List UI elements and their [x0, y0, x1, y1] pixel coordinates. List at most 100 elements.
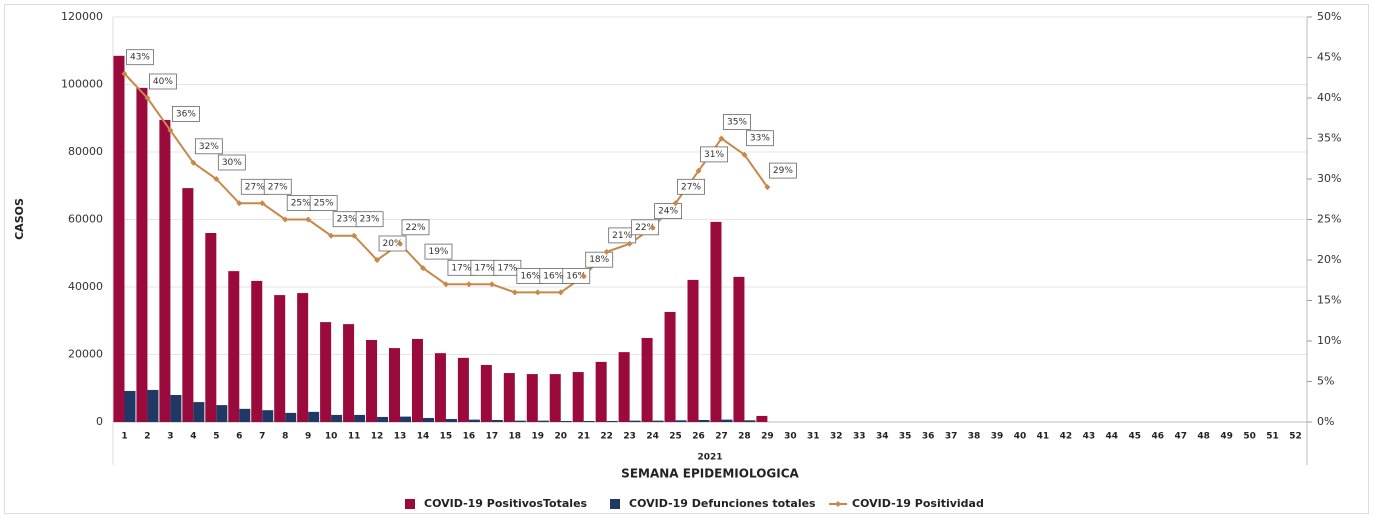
line-marker — [465, 281, 472, 288]
bar — [595, 361, 607, 422]
x-tick-label: 21 — [577, 432, 590, 442]
x-tick-label: 47 — [1174, 432, 1187, 442]
x-tick-label: 32 — [830, 432, 843, 442]
data-label-box — [493, 259, 522, 276]
data-label: 24% — [658, 207, 678, 217]
bar — [434, 353, 446, 422]
y-tick-label: 0 — [96, 415, 103, 428]
x-tick-label: 14 — [417, 432, 430, 442]
x-tick-label: 33 — [853, 432, 866, 442]
bar — [526, 374, 538, 422]
bar — [308, 411, 320, 422]
bar — [687, 279, 699, 422]
data-label: 40% — [153, 77, 173, 87]
data-label-box — [585, 251, 614, 268]
bar — [159, 119, 171, 422]
line-marker — [741, 151, 748, 158]
data-label-box — [309, 195, 338, 211]
bar — [354, 414, 366, 422]
x-tick-label: 20 — [554, 432, 567, 442]
line-marker — [603, 248, 610, 255]
x-tick-label: 13 — [394, 432, 407, 442]
y2-tick-label: 35% — [1317, 132, 1341, 145]
line-marker — [213, 176, 220, 182]
data-label: 23% — [360, 215, 380, 225]
line-marker — [557, 289, 564, 296]
bar — [170, 395, 182, 422]
x-tick-label: 7 — [259, 432, 265, 442]
bar — [388, 348, 401, 422]
data-label: 30% — [222, 158, 242, 168]
x-tick-label: 2 — [144, 432, 150, 442]
bar — [411, 338, 423, 422]
bar — [400, 416, 412, 422]
line-marker — [580, 273, 587, 280]
x-tick-label: 42 — [1060, 432, 1073, 442]
bar — [262, 410, 274, 422]
bar — [468, 419, 480, 422]
x-tick-label: 4 — [190, 432, 196, 442]
bar — [549, 374, 561, 422]
x-tick-label: 37 — [945, 432, 958, 442]
x-tick-label: 34 — [876, 432, 889, 442]
data-label-box — [194, 138, 223, 155]
line-marker — [374, 257, 381, 263]
y2-tick-label: 30% — [1317, 172, 1341, 185]
data-label: 27% — [681, 182, 701, 192]
y2-tick-label: 15% — [1317, 294, 1341, 307]
bar — [572, 372, 584, 422]
bar — [537, 420, 549, 422]
line-marker — [305, 216, 312, 223]
x-tick-label: 46 — [1151, 432, 1164, 442]
x-tick-label: 28 — [738, 432, 751, 442]
bar — [136, 87, 148, 422]
line-marker — [121, 70, 128, 77]
data-label-box — [700, 146, 728, 163]
x-tick-label: 48 — [1197, 432, 1210, 442]
x-tick-label: 24 — [646, 432, 659, 442]
line-marker — [534, 289, 541, 296]
data-label: 17% — [474, 263, 494, 273]
legend-label: COVID-19 Defunciones totales — [629, 497, 816, 510]
line-marker — [718, 135, 725, 142]
bar — [297, 293, 309, 422]
x-tick-label: 39 — [991, 432, 1004, 442]
x-tick-label: 45 — [1129, 432, 1142, 442]
line-marker — [511, 289, 518, 296]
y-tick-label: 80000 — [68, 145, 103, 158]
data-label-box — [746, 130, 774, 147]
x-tick-label: 1 — [121, 432, 127, 442]
x-tick-label: 8 — [282, 432, 288, 442]
bar — [503, 373, 515, 422]
data-label: 29% — [773, 166, 793, 176]
x-tick-label: 52 — [1289, 432, 1302, 442]
line-marker — [190, 159, 197, 166]
x-tick-label: 31 — [807, 432, 820, 442]
line-marker — [488, 281, 495, 288]
data-label-box — [562, 267, 591, 284]
bar — [606, 420, 618, 422]
x-tick-label: 50 — [1243, 432, 1256, 442]
x-axis-title: SEMANA EPIDEMIOLOGICA — [621, 467, 799, 481]
x-tick-label: 29 — [761, 432, 774, 442]
bar — [343, 324, 355, 422]
data-label-box — [126, 49, 154, 66]
data-label-box — [401, 219, 430, 236]
legend-swatch — [405, 499, 415, 509]
bar — [744, 420, 756, 422]
x-tick-label: 26 — [692, 432, 705, 442]
x-tick-label: 44 — [1106, 432, 1119, 442]
y2-tick-label: 10% — [1317, 334, 1341, 347]
data-label: 16% — [543, 271, 563, 281]
data-label: 31% — [704, 150, 724, 160]
data-label: 36% — [176, 109, 196, 119]
bar — [182, 188, 194, 422]
bar — [216, 405, 228, 422]
line-marker — [649, 224, 656, 231]
line-marker — [442, 281, 449, 288]
bar — [124, 390, 136, 422]
x-tick-label: 23 — [623, 432, 636, 442]
y2-tick-label: 50% — [1317, 10, 1341, 23]
x-tick-label: 36 — [922, 432, 935, 442]
x-tick-label: 5 — [213, 432, 219, 442]
